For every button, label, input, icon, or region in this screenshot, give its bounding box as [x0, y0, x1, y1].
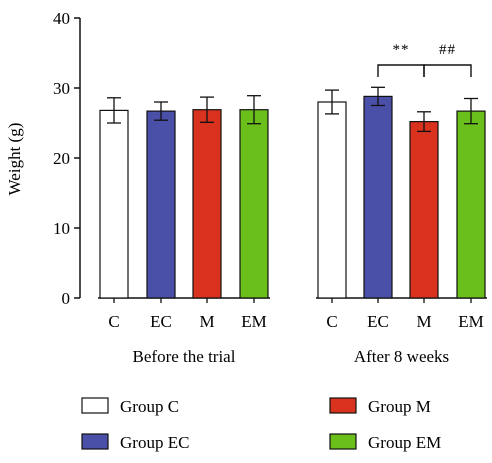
category-label: C [108, 312, 119, 331]
bar [146, 110, 176, 299]
bar [363, 95, 393, 299]
y-tick-label: 30 [53, 79, 70, 98]
bar [317, 101, 347, 299]
legend-label: Group M [368, 397, 431, 416]
legend-label: Group C [120, 397, 179, 416]
significance-bracket [377, 64, 425, 77]
category-label: EM [241, 312, 267, 331]
significance-label: ** [393, 42, 410, 58]
legend-swatch [329, 433, 357, 450]
y-tick-label: 40 [53, 9, 70, 28]
category-label: EC [367, 312, 389, 331]
y-tick-label: 0 [62, 289, 71, 308]
y-axis-label: Weight (g) [5, 123, 24, 196]
category-label: M [416, 312, 431, 331]
y-tick-label: 10 [53, 219, 70, 238]
bar [99, 109, 129, 299]
significance-label: ## [439, 42, 456, 58]
group-label: After 8 weeks [354, 347, 449, 366]
bar [456, 110, 486, 299]
legend-swatch [329, 397, 357, 414]
bar-layer [99, 86, 486, 299]
legend-swatch [81, 397, 109, 414]
legend-layer: Group C Group M Group EC Group EM [81, 397, 441, 452]
legend-label: Group EC [120, 433, 189, 452]
y-tick-label: 20 [53, 149, 70, 168]
category-label: EM [458, 312, 484, 331]
label-layer: C EC M EM Before the trial C EC M EM After 8 week… [108, 42, 483, 366]
bar [409, 120, 439, 299]
group-label: Before the trial [133, 347, 236, 366]
category-label: C [326, 312, 337, 331]
significance-bracket [423, 64, 472, 77]
legend-swatch [81, 433, 109, 450]
bar [192, 109, 222, 299]
bar [239, 109, 269, 299]
category-label: EC [150, 312, 172, 331]
legend-label: Group EM [368, 433, 441, 452]
category-label: M [199, 312, 214, 331]
